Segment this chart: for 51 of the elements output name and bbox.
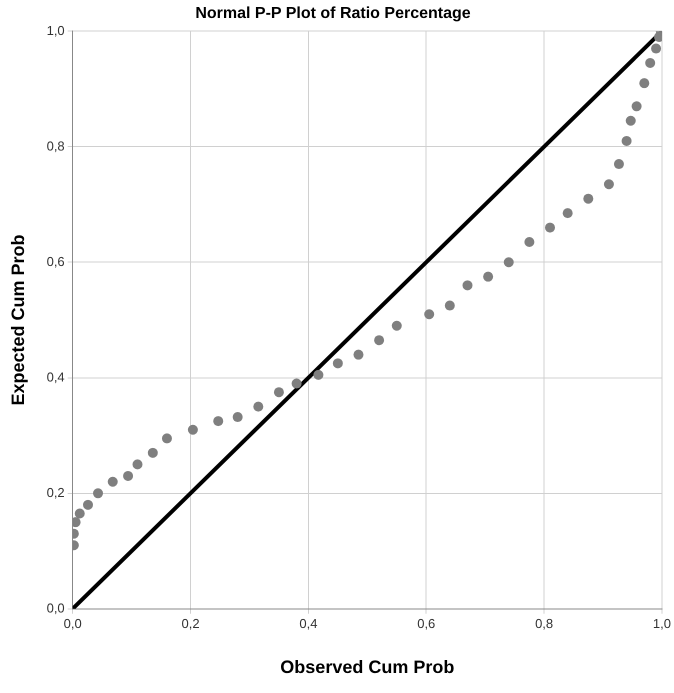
y-tick-label: 1,0 [46, 22, 65, 38]
point [332, 358, 343, 368]
point [545, 222, 555, 233]
point [74, 508, 85, 518]
x-tick-label: 0,2 [181, 616, 200, 632]
point [123, 470, 134, 481]
point [274, 387, 284, 398]
point [632, 101, 642, 112]
point [313, 370, 324, 380]
point [444, 300, 455, 311]
y-tick-label: 0,4 [46, 369, 65, 384]
point [82, 500, 93, 510]
point [253, 402, 264, 412]
point [524, 237, 534, 248]
point [132, 459, 142, 470]
point [292, 378, 302, 389]
point [424, 309, 434, 320]
x-tick-label: 0,6 [417, 616, 436, 632]
y-tick-label: 0,6 [46, 254, 65, 269]
point [374, 335, 384, 346]
point [583, 194, 594, 204]
point [639, 78, 650, 88]
y-axis-title: Expected Cum Prob [8, 234, 28, 406]
y-tick-label: 0,8 [46, 138, 65, 154]
point [651, 44, 662, 54]
point [562, 208, 573, 218]
point [392, 320, 402, 331]
point [626, 116, 636, 126]
point [148, 448, 158, 458]
point [162, 433, 172, 444]
y-tick-label: 0,0 [46, 600, 65, 616]
point [614, 159, 624, 170]
point [504, 257, 514, 268]
point [645, 58, 656, 68]
point [622, 136, 632, 146]
point [108, 476, 118, 487]
x-tick-label: 0,4 [299, 616, 318, 632]
point [353, 350, 364, 360]
point [213, 416, 224, 426]
x-axis-title: Observed Cum Prob [280, 657, 454, 678]
x-tick-label: 0,0 [64, 616, 82, 632]
chart-title: Normal P-P Plot of Ratio Percentage [195, 5, 471, 22]
point [604, 179, 614, 190]
y-tick-label: 0,2 [46, 484, 65, 500]
point [462, 280, 472, 290]
point [483, 272, 494, 282]
point [93, 488, 104, 498]
point [232, 412, 243, 422]
x-tick-label: 1,0 [652, 616, 672, 632]
point [188, 424, 198, 435]
x-tick-label: 0,8 [535, 616, 554, 632]
